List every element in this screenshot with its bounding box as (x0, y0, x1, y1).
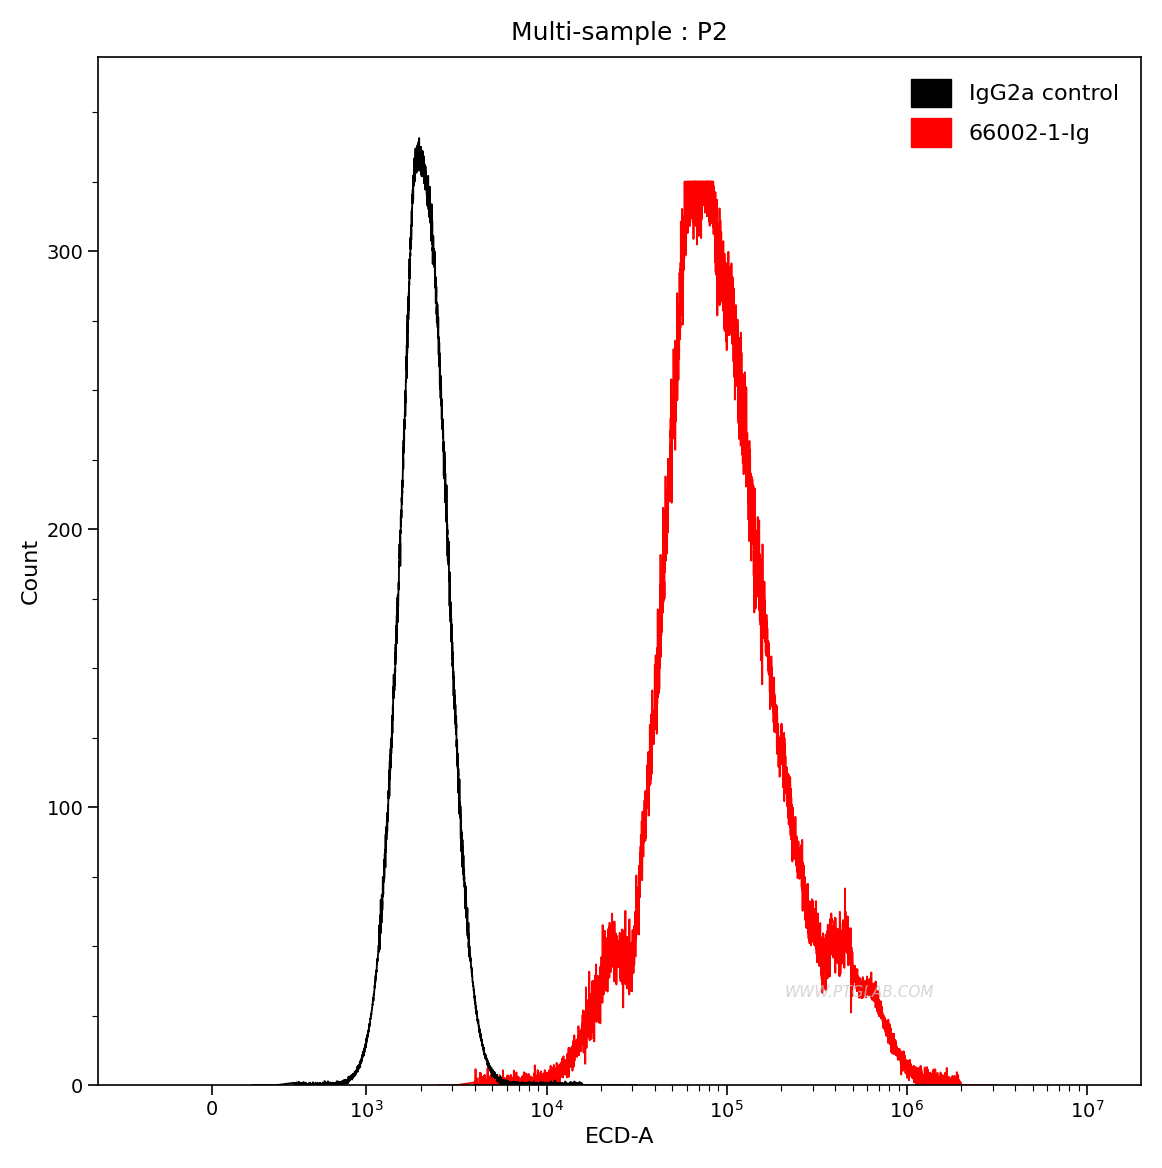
Legend: IgG2a control, 66002-1-Ig: IgG2a control, 66002-1-Ig (899, 68, 1131, 158)
Title: Multi-sample : P2: Multi-sample : P2 (511, 21, 727, 44)
Text: WWW.PTGLAB.COM: WWW.PTGLAB.COM (784, 985, 934, 1000)
Y-axis label: Count: Count (21, 537, 41, 604)
X-axis label: ECD-A: ECD-A (584, 1127, 654, 1147)
